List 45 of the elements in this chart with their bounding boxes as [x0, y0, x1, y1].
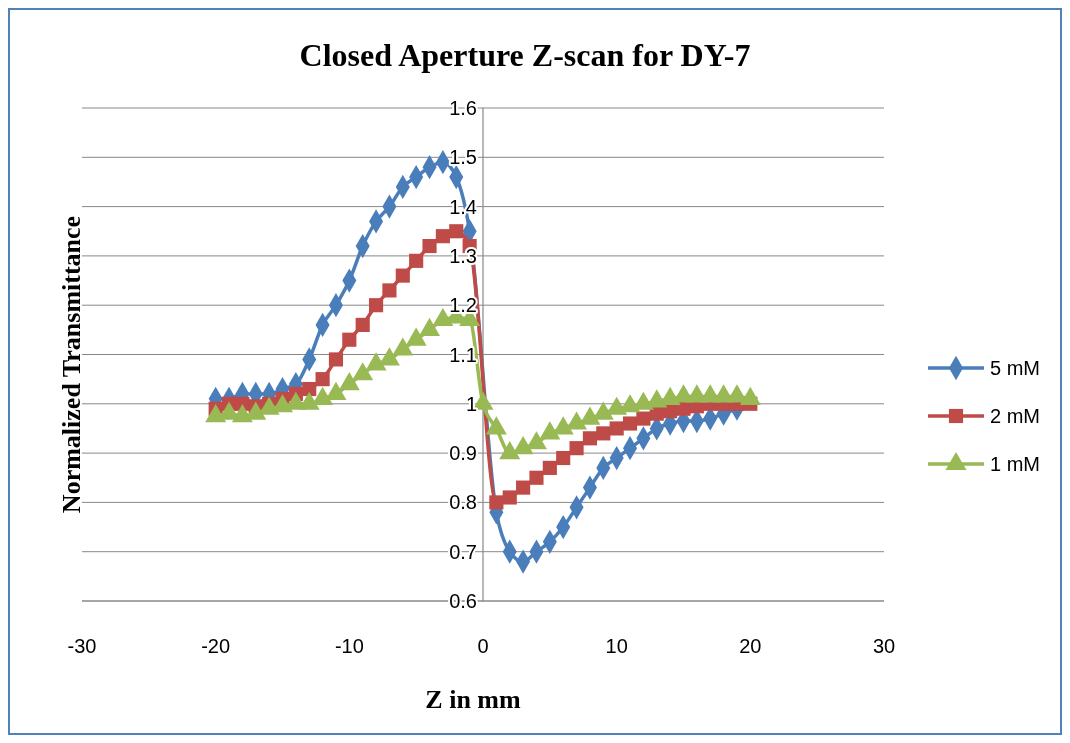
point — [516, 480, 531, 495]
y-tick-label: 1 — [465, 392, 477, 415]
point — [355, 317, 370, 332]
point — [609, 421, 624, 436]
point — [556, 450, 571, 466]
point — [676, 401, 691, 416]
point — [382, 283, 397, 298]
point — [529, 470, 544, 485]
point — [435, 229, 450, 244]
x-tick-label: -20 — [201, 635, 231, 657]
point — [409, 253, 424, 268]
point — [328, 352, 344, 367]
point — [622, 416, 638, 431]
point — [315, 372, 330, 387]
point — [369, 298, 384, 313]
y-tick-label: 1.6 — [449, 97, 477, 119]
y-tick-label: 1.5 — [449, 146, 477, 169]
point — [542, 460, 557, 475]
y-tick-label: 0.8 — [449, 491, 477, 514]
x-tick-label: 10 — [605, 635, 628, 657]
point — [449, 224, 464, 239]
point — [582, 431, 597, 446]
y-axis-title: Normalized Transmittance — [57, 215, 86, 514]
point — [395, 268, 410, 283]
point — [302, 381, 317, 397]
point — [636, 411, 651, 426]
point — [422, 238, 437, 254]
x-tick-label: 20 — [739, 635, 762, 657]
x-axis-title: Z in mm — [425, 685, 522, 714]
y-tick-label: 0.6 — [449, 590, 477, 612]
point — [489, 495, 504, 510]
legend-label: 5 mM — [990, 357, 1040, 379]
x-tick-label: -30 — [67, 635, 97, 657]
point — [569, 441, 584, 456]
point — [596, 426, 611, 441]
y-tick-label: 0.9 — [449, 442, 477, 465]
point — [502, 490, 517, 505]
chart-title: Closed Aperture Z-scan for DY-7 — [299, 37, 751, 73]
point — [342, 332, 357, 347]
x-tick-label: 0 — [477, 635, 489, 657]
x-tick-label: -10 — [334, 635, 364, 657]
x-tick-label: 30 — [872, 635, 896, 657]
y-tick-label: 0.7 — [449, 540, 477, 563]
legend-label: 1 mM — [990, 453, 1040, 475]
legend-label: 2 mM — [990, 405, 1040, 427]
